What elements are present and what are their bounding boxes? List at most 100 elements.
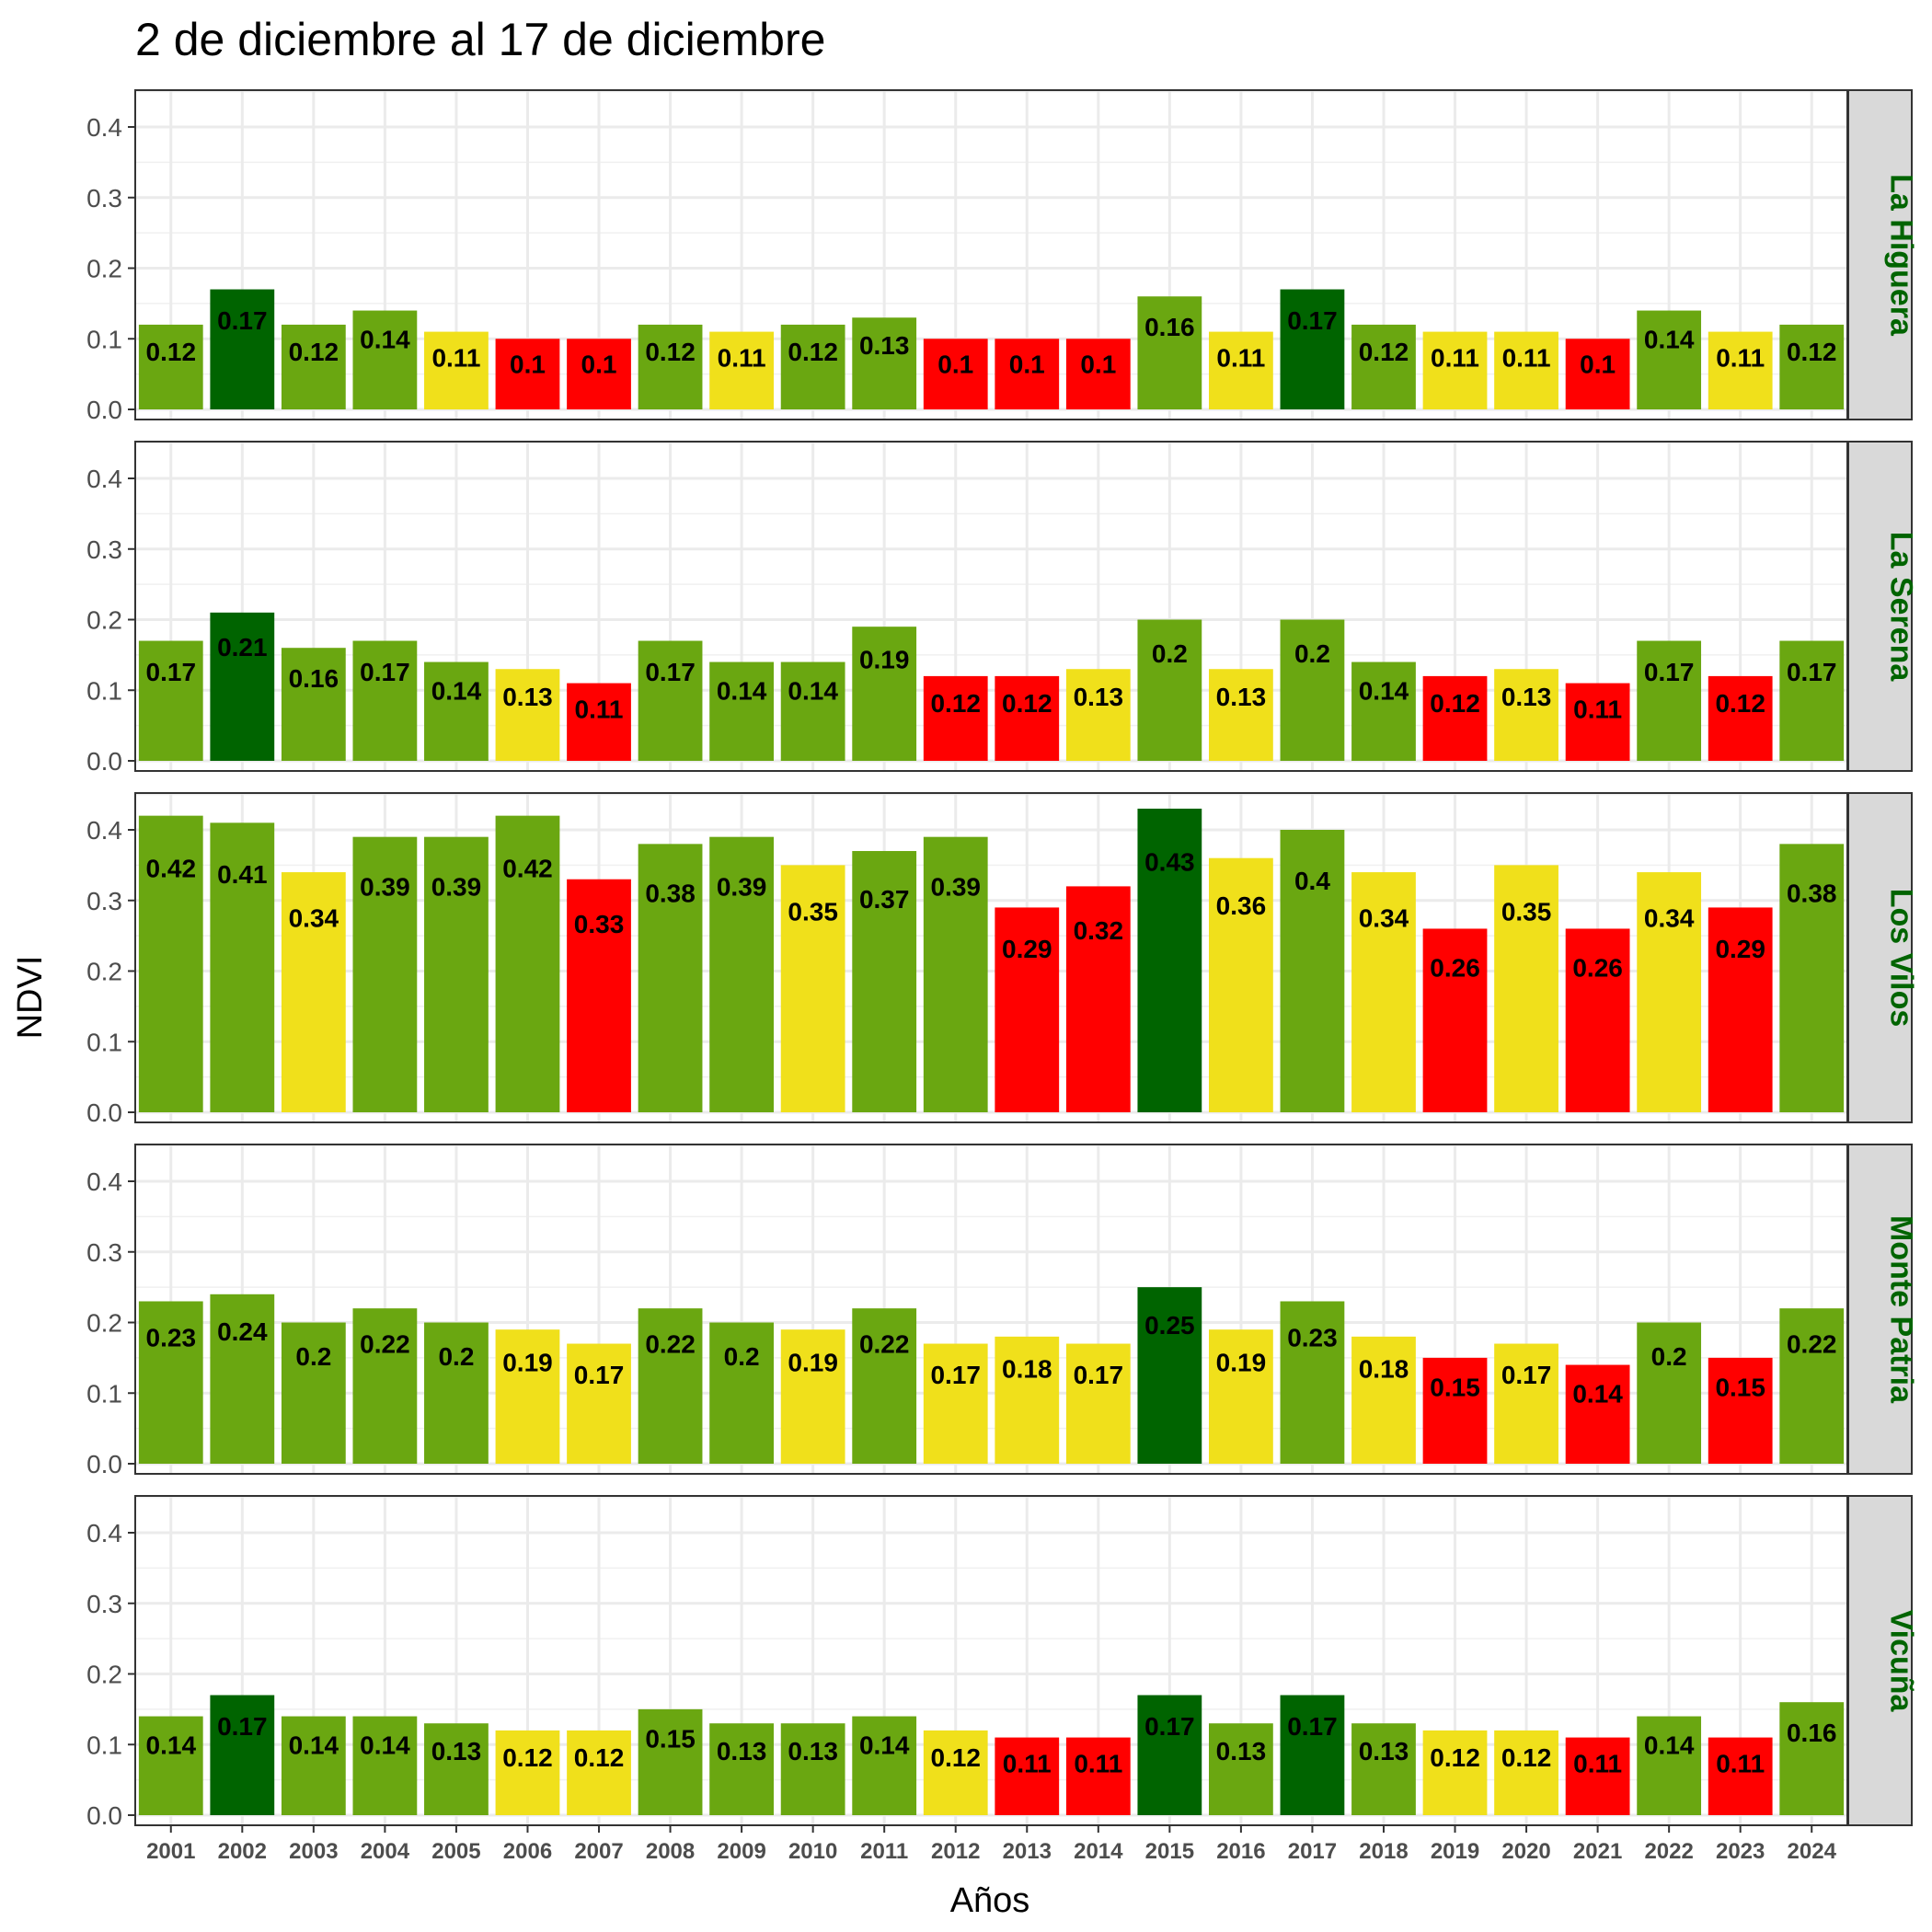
bar — [638, 844, 703, 1112]
bar — [1565, 928, 1630, 1112]
bar — [1779, 844, 1845, 1112]
bar — [1209, 857, 1273, 1112]
bar — [995, 907, 1060, 1112]
data-label: 0.13 — [859, 331, 910, 360]
data-label: 0.17 — [1644, 658, 1695, 686]
data-label: 0.14 — [1644, 325, 1695, 353]
facet-strip-label: La Higuera — [1884, 174, 1919, 337]
data-label: 0.11 — [1431, 344, 1479, 373]
x-tick-label: 2022 — [1644, 1839, 1693, 1864]
facet-panel: 0.17 0.21 0.16 0.17 0.14 0.13 0.11 0.17 0.14 0.14… — [86, 441, 1919, 776]
data-label: 0.14 — [431, 676, 482, 705]
bar — [1351, 1723, 1416, 1815]
bar — [1351, 324, 1416, 409]
x-tick-label: 2024 — [1788, 1839, 1837, 1864]
bar — [567, 339, 631, 409]
facet-strip — [1847, 1495, 1913, 1826]
data-label: 0.2 — [1651, 1342, 1687, 1371]
y-tick-label: 0.1 — [86, 1731, 122, 1759]
bar — [352, 640, 418, 761]
x-tick-label: 2004 — [361, 1839, 410, 1864]
data-label: 0.17 — [574, 1361, 625, 1389]
y-tick-label: 0.4 — [86, 1167, 122, 1196]
bar — [709, 836, 774, 1112]
data-label: 0.14 — [289, 1731, 339, 1759]
bar — [567, 879, 631, 1112]
data-label: 0.12 — [574, 1743, 625, 1772]
x-tick-label: 2017 — [1288, 1839, 1337, 1864]
data-label: 0.11 — [1573, 1750, 1622, 1778]
data-label: 0.13 — [1359, 1737, 1409, 1765]
data-label: 0.17 — [645, 658, 696, 686]
bar — [638, 1708, 703, 1815]
data-label: 0.23 — [146, 1324, 197, 1352]
bar — [709, 1322, 774, 1464]
y-tick-label: 0.2 — [86, 606, 122, 635]
facet-strip-label: Los Vilos — [1884, 889, 1919, 1028]
data-label: 0.17 — [1501, 1361, 1552, 1389]
bar — [1280, 1695, 1345, 1815]
data-label: 0.32 — [1074, 916, 1124, 945]
data-label: 0.13 — [1216, 683, 1267, 711]
facet-strip — [1847, 441, 1913, 772]
bar — [1422, 1730, 1488, 1815]
data-label: 0.36 — [1216, 891, 1267, 920]
bar — [1494, 865, 1558, 1112]
bar — [638, 640, 703, 761]
bar — [923, 339, 988, 409]
data-label: 0.19 — [859, 646, 910, 674]
panel-background — [135, 90, 1847, 420]
bar — [1209, 669, 1273, 761]
bar — [495, 1730, 560, 1815]
facet-strip-label: Monte Patria — [1884, 1215, 1919, 1404]
bar — [210, 612, 275, 761]
bar — [1280, 830, 1345, 1112]
bar — [352, 836, 418, 1112]
x-tick-label: 2016 — [1216, 1839, 1265, 1864]
data-label: 0.2 — [295, 1342, 331, 1371]
bar — [780, 661, 845, 761]
bar — [852, 851, 917, 1112]
bar — [1137, 619, 1202, 761]
bar — [1422, 675, 1488, 761]
data-label: 0.12 — [1430, 689, 1480, 718]
x-tick-label: 2010 — [788, 1839, 837, 1864]
data-label: 0.18 — [1002, 1354, 1052, 1383]
data-label: 0.2 — [724, 1342, 760, 1371]
bar — [1565, 1364, 1630, 1464]
bar — [210, 822, 275, 1112]
y-tick-label: 0.0 — [86, 396, 122, 424]
bar — [210, 1695, 275, 1815]
bar — [1494, 669, 1558, 761]
data-label: 0.42 — [146, 854, 197, 882]
facet-strip — [1847, 1144, 1913, 1475]
data-label: 0.23 — [1287, 1324, 1338, 1352]
bar — [495, 815, 560, 1112]
data-label: 0.39 — [431, 873, 482, 902]
x-tick-label: 2009 — [717, 1839, 765, 1864]
data-label: 0.24 — [217, 1317, 268, 1346]
data-label: 0.13 — [717, 1737, 767, 1765]
data-label: 0.4 — [1294, 867, 1330, 895]
bar — [923, 675, 988, 761]
bar — [281, 1322, 346, 1464]
data-label: 0.17 — [1287, 1712, 1338, 1741]
x-tick-label: 2014 — [1074, 1839, 1123, 1864]
bar — [1637, 310, 1702, 409]
data-label: 0.11 — [1716, 1750, 1765, 1778]
y-tick-label: 0.4 — [86, 1519, 122, 1547]
y-tick-label: 0.0 — [86, 1098, 122, 1127]
data-label: 0.11 — [1716, 344, 1765, 373]
y-tick-label: 0.0 — [86, 1801, 122, 1830]
data-label: 0.1 — [581, 350, 617, 378]
facet-strip-label: La Serena — [1884, 532, 1919, 683]
facet-strip — [1847, 792, 1913, 1123]
bar — [1280, 1301, 1345, 1464]
data-label: 0.35 — [788, 898, 838, 926]
bar — [1209, 1329, 1273, 1464]
data-label: 0.12 — [502, 1743, 553, 1772]
bar — [210, 1294, 275, 1464]
data-label: 0.1 — [937, 350, 973, 378]
bar — [567, 1730, 631, 1815]
bar — [709, 1723, 774, 1815]
